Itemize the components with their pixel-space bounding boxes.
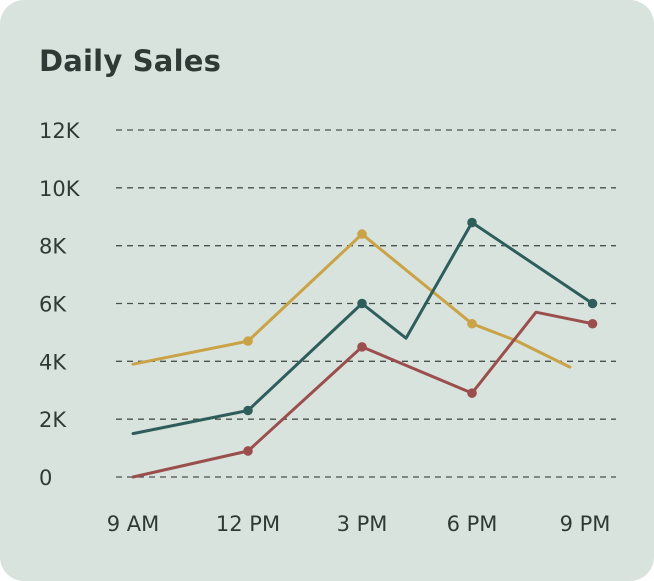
- x-tick-label: 12 PM: [216, 512, 280, 536]
- series-2: [131, 217, 598, 436]
- x-axis: 9 AM 12 PM 3 PM 6 PM 9 PM: [107, 512, 611, 536]
- data-point: [243, 446, 253, 456]
- data-point: [467, 318, 477, 329]
- data-point: [357, 342, 367, 352]
- data-point: [587, 318, 598, 329]
- data-point: [243, 405, 253, 416]
- x-tick-label: 6 PM: [447, 512, 498, 536]
- x-tick-label: 9 PM: [560, 512, 611, 536]
- y-tick-label: 4K: [39, 350, 67, 374]
- data-point: [467, 217, 477, 228]
- chart-title: Daily Sales: [39, 44, 222, 78]
- series-line: [131, 232, 572, 369]
- y-tick-label: 8K: [39, 235, 67, 259]
- series-line: [131, 221, 594, 436]
- series-3: [131, 310, 598, 479]
- data-point: [587, 298, 598, 309]
- series-layer: [131, 217, 598, 479]
- y-tick-label: 12K: [39, 119, 81, 143]
- data-point: [357, 229, 367, 239]
- series-line: [131, 310, 594, 479]
- y-tick-label: 6K: [39, 293, 67, 317]
- x-tick-label: 3 PM: [337, 512, 388, 536]
- data-point: [243, 336, 253, 346]
- data-point: [467, 388, 477, 398]
- y-tick-label: 2K: [39, 408, 67, 432]
- y-tick-label: 10K: [39, 177, 81, 201]
- series-1: [131, 229, 572, 369]
- y-tick-label: 0: [39, 466, 52, 490]
- data-point: [357, 298, 367, 309]
- x-tick-label: 9 AM: [107, 512, 160, 536]
- y-axis: 0 2K 4K 6K 8K 10K 12K: [39, 119, 81, 490]
